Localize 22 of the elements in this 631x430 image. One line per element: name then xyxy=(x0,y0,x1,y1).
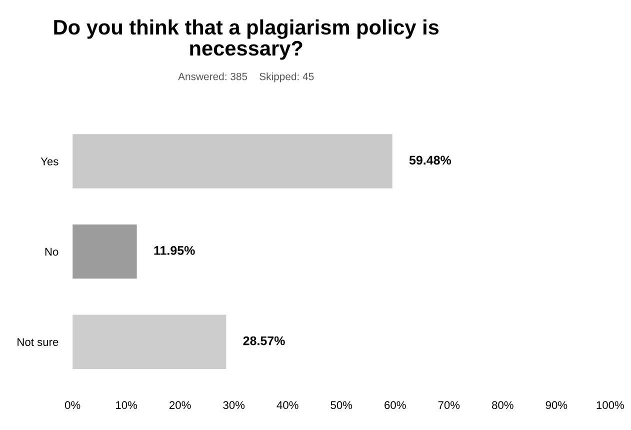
data-label: 11.95% xyxy=(154,246,195,255)
chart-title: Do you think that a plagiarism policy is necessary? xyxy=(54,19,439,60)
x-tick-label: 70% xyxy=(438,401,460,410)
bar xyxy=(72,314,226,369)
x-tick-label: 90% xyxy=(546,401,568,410)
x-tick-label: 30% xyxy=(223,401,245,410)
x-tick-label: 0% xyxy=(64,401,80,410)
y-tick-label: No xyxy=(45,248,58,256)
x-tick-label: 40% xyxy=(276,401,298,410)
x-tick-label: 60% xyxy=(384,401,406,410)
x-tick-label: 10% xyxy=(116,401,138,410)
y-tick-label: Yes xyxy=(40,158,58,166)
x-tick-label: 50% xyxy=(330,401,352,410)
data-label: 59.48% xyxy=(409,156,452,165)
data-label: 28.57% xyxy=(243,336,285,346)
x-tick-label: 80% xyxy=(492,401,514,410)
y-tick-label: Not sure xyxy=(18,338,58,346)
chart-subtitle: Answered: 385 Skipped: 45 xyxy=(178,72,314,82)
x-tick-label: 20% xyxy=(170,401,191,410)
x-tick-label: 100% xyxy=(596,401,624,410)
bar xyxy=(72,134,392,188)
bar xyxy=(72,224,137,279)
